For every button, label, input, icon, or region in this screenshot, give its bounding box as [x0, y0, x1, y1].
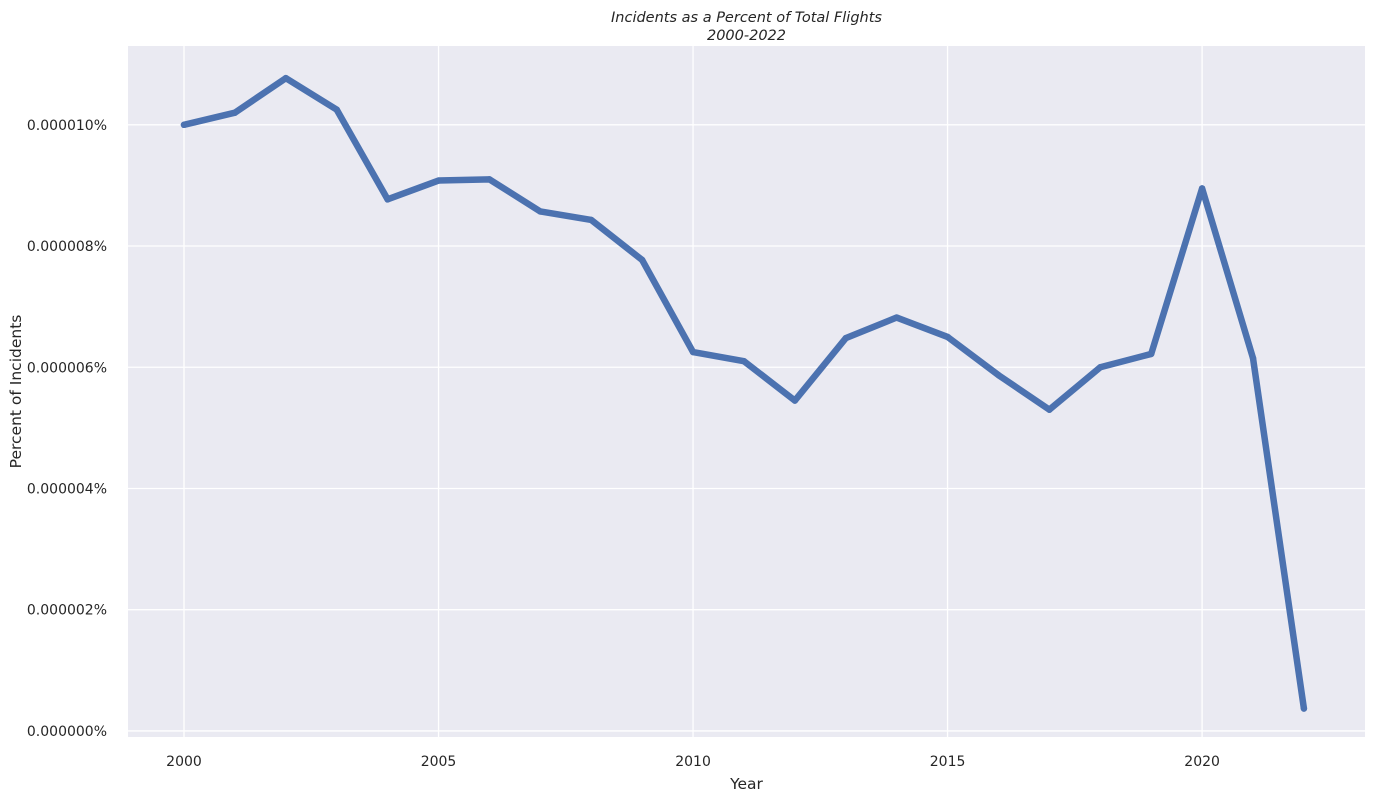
- x-tick-label: 2020: [1184, 754, 1220, 770]
- data-point: [435, 177, 442, 184]
- data-point: [791, 397, 799, 404]
- y-axis-label: Percent of Incidents: [7, 315, 25, 469]
- y-tick-label: 0.000006%: [27, 360, 107, 376]
- data-point: [537, 208, 544, 215]
- data-point: [1198, 185, 1206, 192]
- x-axis-ticks: 2000 2005 2010 2015 2020: [166, 754, 1220, 770]
- data-point: [1097, 364, 1104, 371]
- y-tick-label: 0.000000%: [27, 724, 107, 740]
- chart-title: Incidents as a Percent of Total Flights: [611, 10, 882, 26]
- x-tick-label: 2005: [421, 754, 457, 770]
- data-point: [944, 333, 951, 341]
- data-point: [588, 216, 595, 224]
- y-tick-label: 0.000008%: [27, 239, 107, 255]
- data-point: [180, 121, 188, 128]
- data-point: [638, 256, 646, 264]
- data-point: [333, 106, 340, 113]
- data-point: [1300, 705, 1308, 712]
- data-point: [1249, 354, 1257, 362]
- x-tick-label: 2000: [166, 754, 202, 770]
- data-point: [486, 176, 493, 183]
- y-axis-ticks: 0.000000% 0.000002% 0.000004% 0.000006% 0.00…: [27, 118, 107, 740]
- data-point: [1148, 350, 1155, 358]
- x-tick-label: 2010: [675, 754, 711, 770]
- data-point: [1046, 406, 1053, 413]
- data-point: [893, 314, 900, 321]
- y-tick-label: 0.000004%: [27, 481, 107, 497]
- chart-subtitle: 2000-2022: [707, 28, 786, 44]
- data-point: [842, 334, 849, 342]
- data-point: [689, 348, 697, 356]
- x-tick-label: 2015: [930, 754, 966, 770]
- data-point: [740, 357, 748, 365]
- data-point: [384, 196, 391, 203]
- data-point: [995, 371, 1002, 379]
- x-axis-label: Year: [729, 775, 763, 793]
- series-layer: [180, 74, 1308, 712]
- data-point: [231, 109, 239, 116]
- y-tick-label: 0.000010%: [27, 118, 107, 134]
- plot-area: [128, 46, 1365, 737]
- y-tick-label: 0.000002%: [27, 603, 107, 619]
- data-point: [282, 74, 290, 82]
